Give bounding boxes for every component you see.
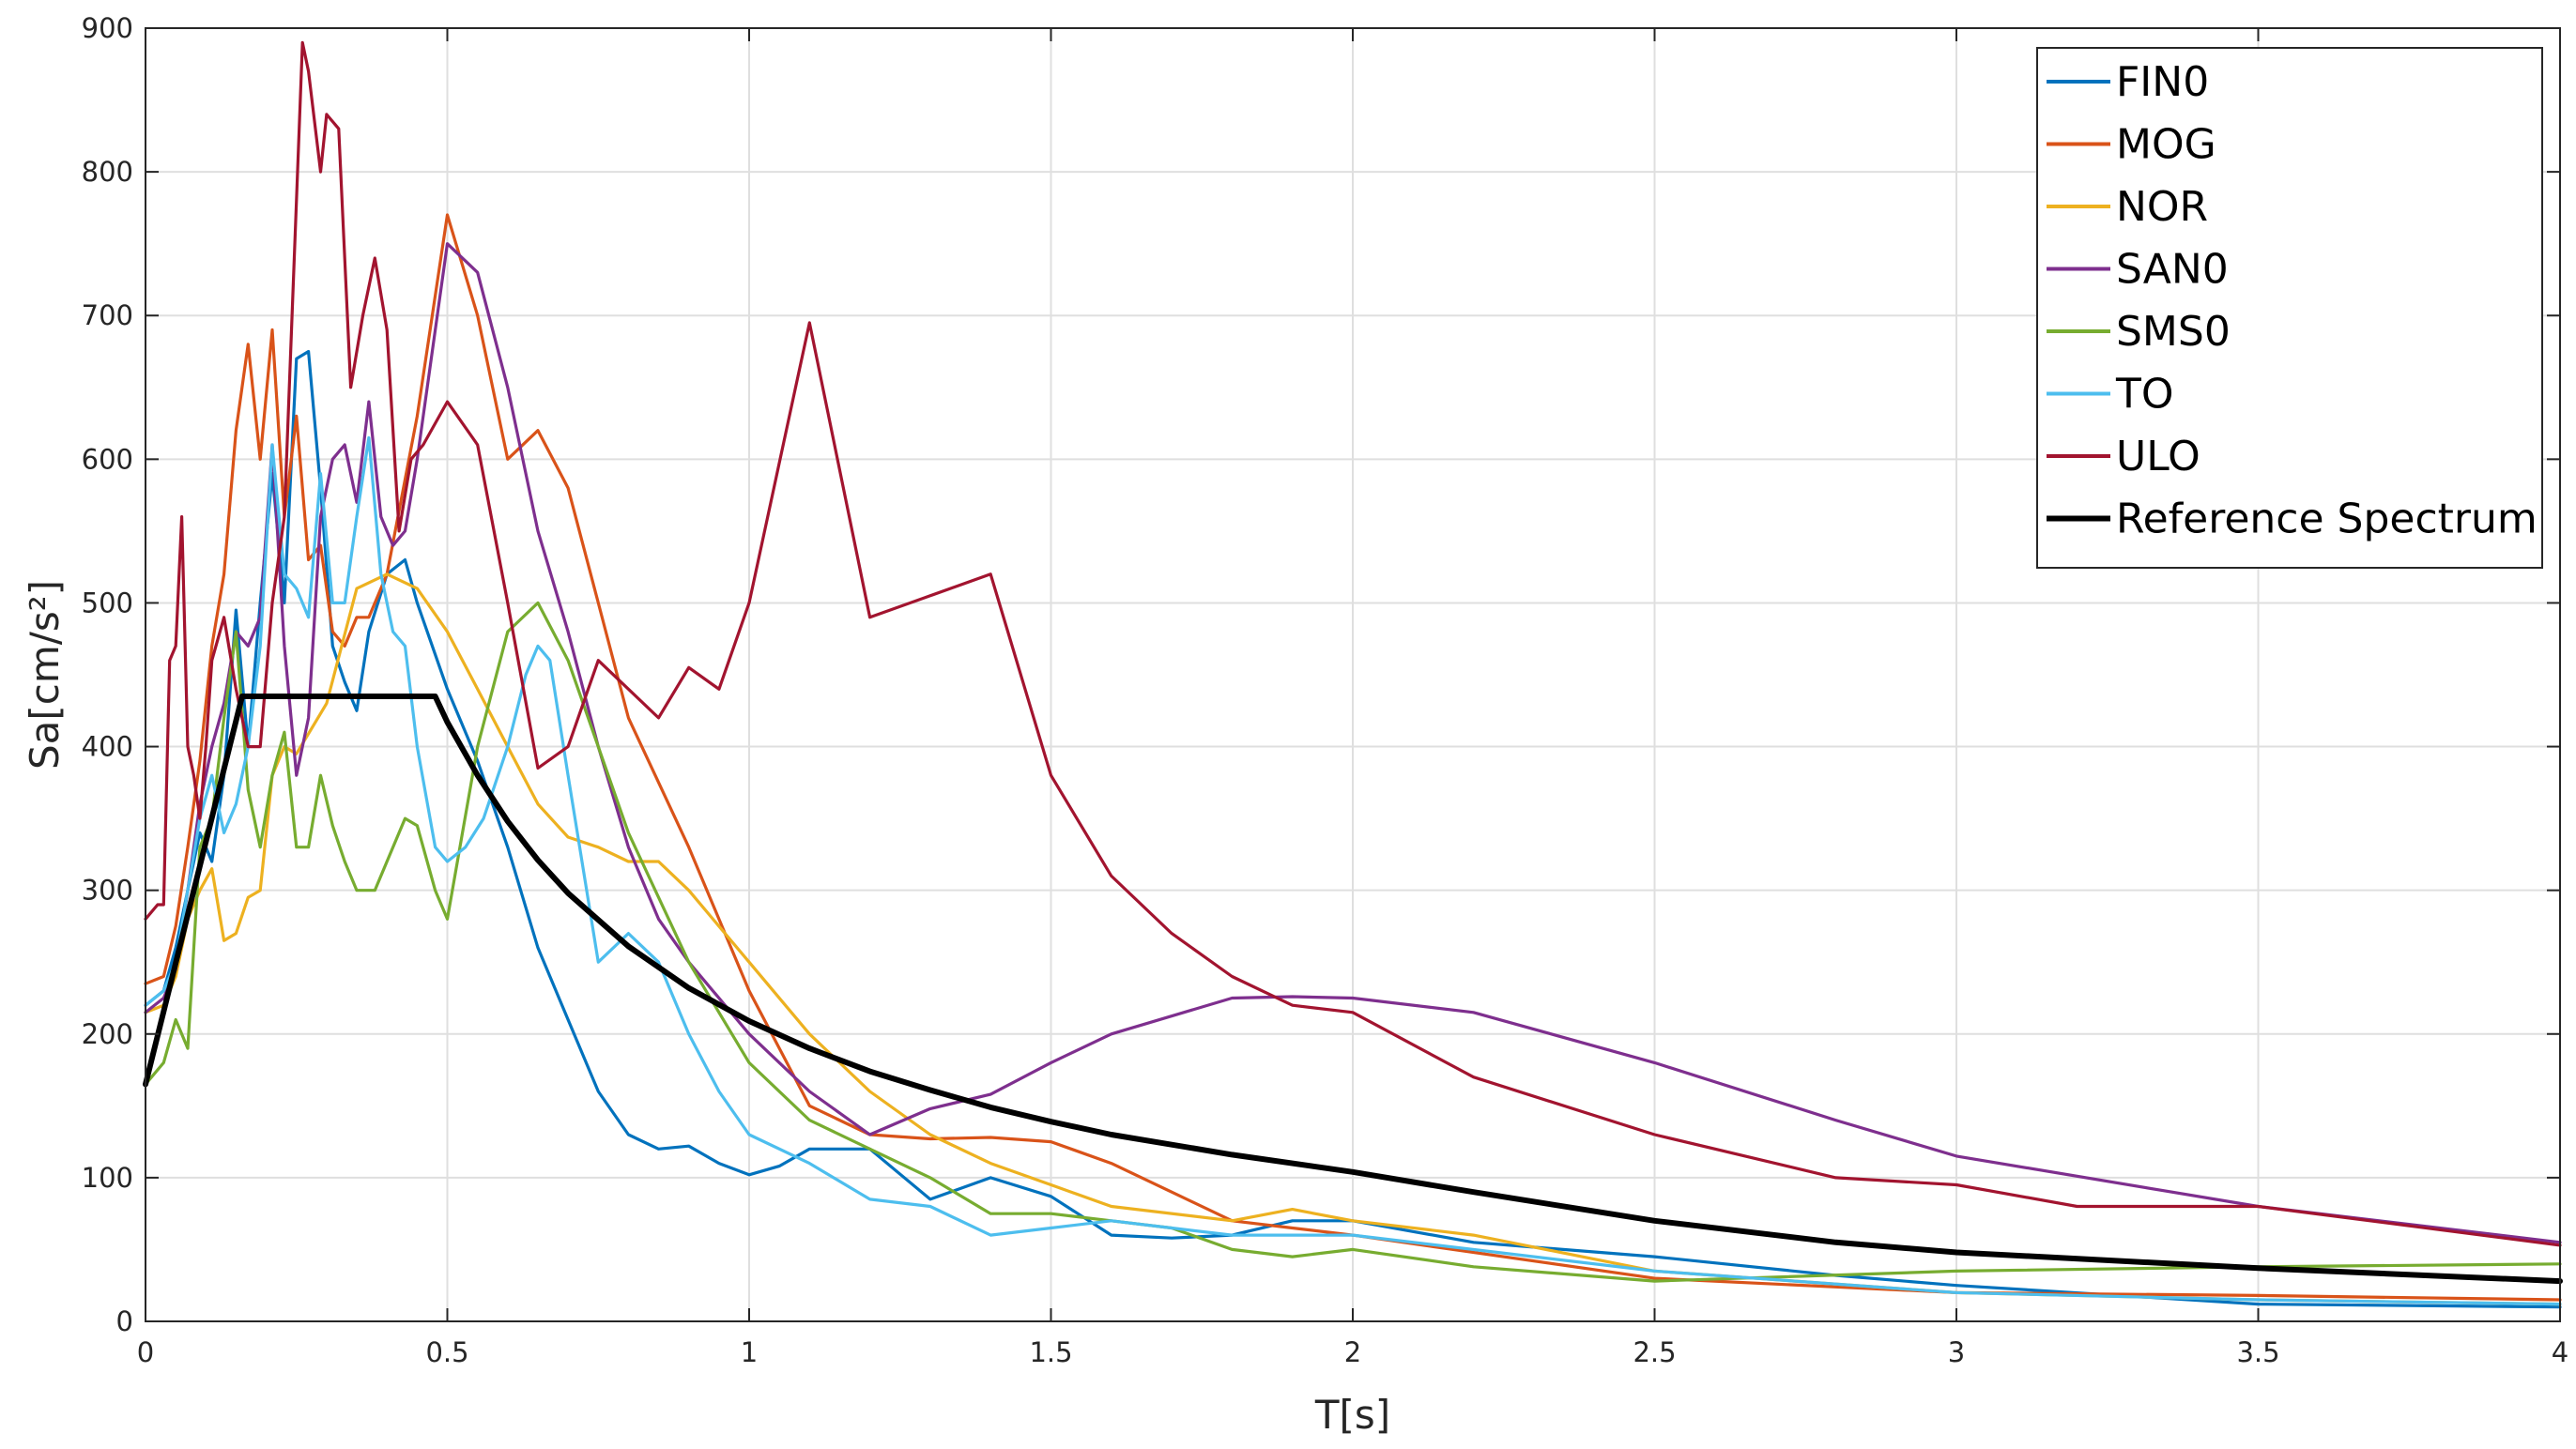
y-axis-ticks: 0 100 200 300 400 500 600 700 800 900 — [82, 12, 2560, 1337]
series-line-to — [144, 435, 2562, 1306]
y-tick-label: 700 — [82, 299, 133, 331]
legend-label-ulo: ULO — [2116, 433, 2200, 480]
legend-label-to: TO — [2115, 371, 2174, 419]
x-axis-label: T[s] — [1314, 1392, 1390, 1438]
y-tick-label: 600 — [82, 443, 133, 475]
x-tick-label: 2.5 — [1633, 1336, 1676, 1368]
legend-label-fin0: FIN0 — [2116, 58, 2209, 106]
y-tick-label: 900 — [82, 12, 133, 44]
series-line-mog — [144, 213, 2562, 1302]
legend-label-reference-spectrum: Reference Spectrum — [2116, 496, 2538, 543]
y-tick-label: 400 — [82, 731, 133, 763]
y-tick-label: 100 — [82, 1162, 133, 1194]
legend-label-sms0: SMS0 — [2116, 308, 2231, 356]
x-tick-label: 3 — [1948, 1336, 1965, 1368]
y-tick-label: 200 — [82, 1018, 133, 1050]
legend: FIN0 MOG NOR SAN0 SMS0 TO ULO Reference Spectru… — [2036, 47, 2543, 569]
series-line-reference-spectrum — [143, 694, 2563, 1285]
legend-box — [2036, 47, 2543, 569]
legend-label-san0: SAN0 — [2116, 246, 2229, 294]
legend-label-nor: NOR — [2116, 183, 2208, 231]
x-tick-label: 4 — [2552, 1336, 2568, 1368]
x-tick-label: 1 — [741, 1336, 758, 1368]
series-line-ulo — [144, 40, 2562, 1247]
y-tick-label: 800 — [82, 156, 133, 188]
x-tick-label: 3.5 — [2236, 1336, 2279, 1368]
x-tick-label: 0.5 — [425, 1336, 468, 1368]
series-line-nor — [144, 572, 2562, 1306]
x-tick-label: 0 — [137, 1336, 154, 1368]
series-line-san0 — [144, 242, 2562, 1244]
y-tick-label: 500 — [82, 587, 133, 618]
x-tick-label: 1.5 — [1029, 1336, 1072, 1368]
x-axis-ticks: 0 0.5 1 1.5 2 2.5 3 3.5 4 — [137, 28, 2568, 1368]
y-tick-label: 0 — [116, 1305, 133, 1337]
series-layer — [143, 40, 2563, 1309]
y-tick-label: 300 — [82, 875, 133, 907]
y-axis-label: Sa[cm/s²] — [22, 580, 68, 770]
legend-label-mog: MOG — [2116, 121, 2216, 169]
x-tick-label: 2 — [1344, 1336, 1361, 1368]
